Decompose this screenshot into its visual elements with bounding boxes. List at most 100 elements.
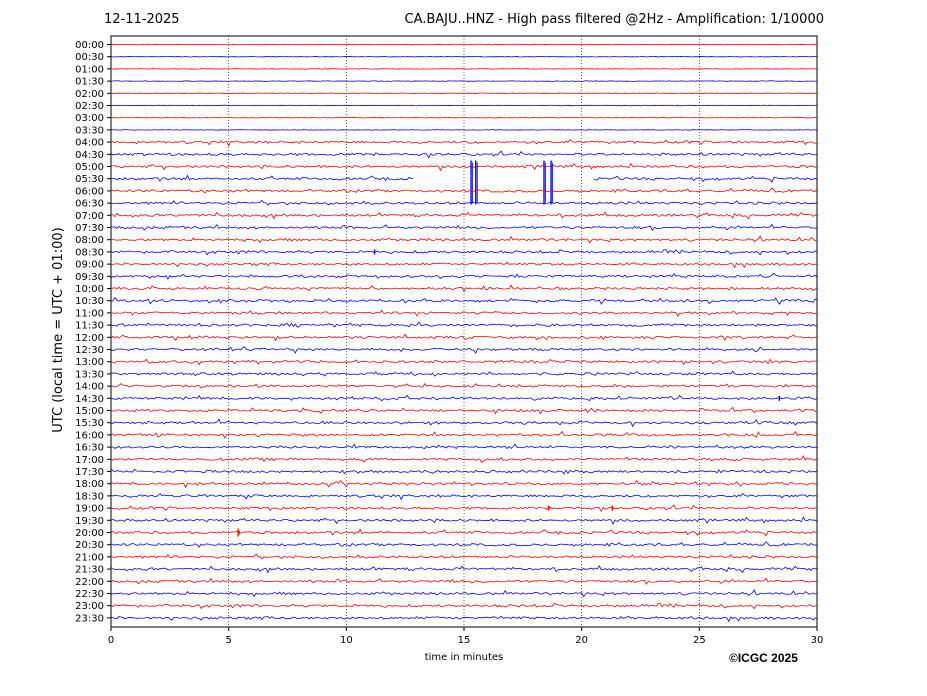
trace-line <box>110 116 818 119</box>
trace-line <box>110 284 818 293</box>
y-tick-label: 22:00 <box>75 577 104 588</box>
trace-line <box>110 174 414 182</box>
y-tick-label: 13:30 <box>75 369 104 380</box>
y-tick-label: 06:30 <box>75 199 104 210</box>
x-tick-label: 20 <box>575 635 588 646</box>
y-tick-label: 09:30 <box>75 272 104 283</box>
y-tick-label: 03:30 <box>75 125 104 136</box>
y-axis-label: UTC (local time = UTC + 01:00) <box>51 227 66 432</box>
trace-line <box>110 394 818 402</box>
trace-line <box>110 296 818 305</box>
x-axis-ticks: 0 5 10 15 20 25 30 <box>108 627 824 646</box>
y-tick-label: 22:30 <box>75 589 104 600</box>
trace-line <box>110 541 818 548</box>
x-tick-label: 15 <box>458 635 471 646</box>
y-tick-label: 12:30 <box>75 345 104 356</box>
y-tick-label: 00:00 <box>75 40 104 51</box>
x-tick-label: 0 <box>108 635 114 646</box>
y-tick-label: 04:00 <box>75 138 104 149</box>
y-tick-label: 11:00 <box>75 308 104 319</box>
y-tick-label: 01:00 <box>75 64 104 75</box>
y-tick-label: 23:30 <box>75 613 104 624</box>
trace-line <box>110 565 818 574</box>
y-tick-label: 14:00 <box>75 382 104 393</box>
y-tick-label: 02:30 <box>75 101 104 112</box>
y-tick-label: 16:30 <box>75 443 104 454</box>
y-tick-label: 20:30 <box>75 540 104 551</box>
y-tick-label: 10:30 <box>75 296 104 307</box>
y-tick-label: 04:30 <box>75 150 104 161</box>
y-tick-label: 03:00 <box>75 113 104 124</box>
y-tick-label: 18:30 <box>75 491 104 502</box>
trace-line <box>110 589 818 598</box>
trace-line <box>593 175 818 183</box>
y-tick-label: 01:30 <box>75 77 104 88</box>
trace-line <box>110 602 818 610</box>
y-tick-label: 12:00 <box>75 333 104 344</box>
trace-line <box>110 383 818 389</box>
y-tick-label: 21:30 <box>75 565 104 576</box>
trace-line <box>110 223 818 232</box>
trace-line <box>110 443 818 450</box>
chart-title: CA.BAJU..HNZ - High pass filtered @2Hz -… <box>404 12 825 27</box>
y-tick-label: 05:30 <box>75 174 104 185</box>
trace-line <box>110 577 818 585</box>
trace-line <box>110 615 818 623</box>
y-tick-label: 15:30 <box>75 418 104 429</box>
trace-line <box>110 272 818 280</box>
trace-line <box>110 480 818 489</box>
trace-line <box>110 68 818 70</box>
trace-line <box>111 235 818 244</box>
trace-line <box>110 92 818 95</box>
y-tick-label: 02:00 <box>75 89 104 100</box>
trace-line <box>110 261 818 269</box>
y-tick-label: 13:00 <box>75 357 104 368</box>
grid-lines <box>228 36 700 627</box>
trace-line <box>110 211 818 220</box>
y-tick-label: 17:30 <box>75 467 104 478</box>
y-tick-label: 14:30 <box>75 394 104 405</box>
trace-line <box>110 528 818 537</box>
y-tick-label: 19:30 <box>75 516 104 527</box>
y-tick-label: 18:00 <box>75 479 104 490</box>
trace-line <box>110 43 818 46</box>
plot-frame <box>110 35 818 628</box>
trace-line <box>110 516 818 525</box>
y-tick-label: 00:30 <box>75 52 104 63</box>
y-tick-label: 23:00 <box>75 601 104 612</box>
trace-line <box>110 187 818 194</box>
y-tick-label: 08:30 <box>75 247 104 258</box>
date-label: 12-11-2025 <box>104 12 180 27</box>
copyright-label: ©ICGC 2025 <box>729 651 798 665</box>
trace-line <box>110 104 818 107</box>
trace-line <box>110 309 818 317</box>
x-tick-label: 5 <box>225 635 231 646</box>
trace-line <box>110 430 818 439</box>
y-tick-label: 16:00 <box>75 430 104 441</box>
trace-line <box>110 333 818 342</box>
y-tick-label: 11:30 <box>75 321 104 332</box>
trace-line <box>110 162 818 172</box>
x-axis-label: time in minutes <box>425 652 504 663</box>
y-tick-label: 05:00 <box>75 162 104 173</box>
y-tick-label: 15:00 <box>75 406 104 417</box>
y-tick-label: 10:00 <box>75 284 104 295</box>
trace-line <box>110 80 818 82</box>
y-tick-label: 17:00 <box>75 455 104 466</box>
trace-line <box>110 139 818 147</box>
trace-line <box>110 321 818 328</box>
x-tick-label: 10 <box>340 635 353 646</box>
trace-line <box>110 358 818 366</box>
trace-line <box>110 418 818 428</box>
y-tick-label: 21:00 <box>75 552 104 563</box>
x-tick-label: 25 <box>693 635 706 646</box>
seismic-traces <box>110 43 818 623</box>
trace-line <box>110 553 818 560</box>
trace-line <box>110 406 818 415</box>
x-tick-label: 30 <box>811 635 824 646</box>
trace-line <box>110 504 818 513</box>
trace-line <box>110 55 818 58</box>
trace-line <box>110 455 818 463</box>
